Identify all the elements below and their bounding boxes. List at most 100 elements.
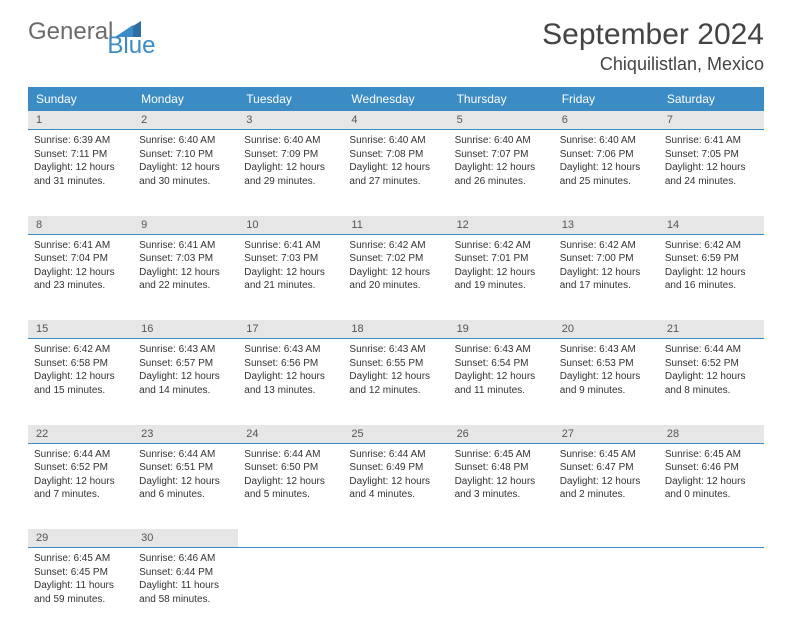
month-title: September 2024: [542, 18, 764, 52]
day-cell: Sunrise: 6:43 AMSunset: 6:53 PMDaylight:…: [554, 339, 659, 425]
sunrise-line: Sunrise: 6:43 AM: [244, 343, 337, 357]
daynum-row: 1234567: [28, 111, 764, 130]
d2-line: and 11 minutes.: [455, 384, 548, 398]
day-cell: Sunrise: 6:40 AMSunset: 7:07 PMDaylight:…: [449, 130, 554, 216]
sunset-line: Sunset: 6:52 PM: [34, 461, 127, 475]
d2-line: and 27 minutes.: [349, 175, 442, 189]
day-number: 28: [659, 425, 764, 444]
sunset-line: Sunset: 7:08 PM: [349, 148, 442, 162]
day-number: 11: [343, 216, 448, 235]
day-cell: [449, 548, 554, 634]
sunset-line: Sunset: 6:53 PM: [560, 357, 653, 371]
d2-line: and 16 minutes.: [665, 279, 758, 293]
d1-line: Daylight: 12 hours: [560, 266, 653, 280]
sunrise-line: Sunrise: 6:39 AM: [34, 134, 127, 148]
d2-line: and 29 minutes.: [244, 175, 337, 189]
day-cell: Sunrise: 6:40 AMSunset: 7:08 PMDaylight:…: [343, 130, 448, 216]
d2-line: and 23 minutes.: [34, 279, 127, 293]
d2-line: and 4 minutes.: [349, 488, 442, 502]
d2-line: and 8 minutes.: [665, 384, 758, 398]
sunset-line: Sunset: 6:59 PM: [665, 252, 758, 266]
d2-line: and 59 minutes.: [34, 593, 127, 607]
sunset-line: Sunset: 7:01 PM: [455, 252, 548, 266]
day-number: 12: [449, 216, 554, 235]
d1-line: Daylight: 12 hours: [560, 475, 653, 489]
day-number: [659, 529, 764, 548]
day-number: 15: [28, 320, 133, 339]
d1-line: Daylight: 12 hours: [560, 370, 653, 384]
sunset-line: Sunset: 7:11 PM: [34, 148, 127, 162]
sunrise-line: Sunrise: 6:43 AM: [455, 343, 548, 357]
day-number: 21: [659, 320, 764, 339]
d1-line: Daylight: 12 hours: [34, 161, 127, 175]
daynum-row: 891011121314: [28, 216, 764, 235]
sunrise-line: Sunrise: 6:43 AM: [139, 343, 232, 357]
d1-line: Daylight: 12 hours: [665, 475, 758, 489]
d2-line: and 19 minutes.: [455, 279, 548, 293]
d1-line: Daylight: 12 hours: [34, 475, 127, 489]
d2-line: and 26 minutes.: [455, 175, 548, 189]
dow-saturday: Saturday: [659, 87, 764, 111]
dow-monday: Monday: [133, 87, 238, 111]
d2-line: and 5 minutes.: [244, 488, 337, 502]
day-number: 16: [133, 320, 238, 339]
day-number: 3: [238, 111, 343, 130]
day-number: 26: [449, 425, 554, 444]
day-cell: Sunrise: 6:39 AMSunset: 7:11 PMDaylight:…: [28, 130, 133, 216]
sunrise-line: Sunrise: 6:43 AM: [349, 343, 442, 357]
day-number: 9: [133, 216, 238, 235]
dow-wednesday: Wednesday: [343, 87, 448, 111]
sunrise-line: Sunrise: 6:42 AM: [665, 239, 758, 253]
day-cell: [554, 548, 659, 634]
d1-line: Daylight: 12 hours: [665, 266, 758, 280]
d1-line: Daylight: 12 hours: [139, 370, 232, 384]
week-row: Sunrise: 6:42 AMSunset: 6:58 PMDaylight:…: [28, 339, 764, 425]
day-number: 27: [554, 425, 659, 444]
d2-line: and 15 minutes.: [34, 384, 127, 398]
day-cell: Sunrise: 6:44 AMSunset: 6:52 PMDaylight:…: [659, 339, 764, 425]
day-number: [238, 529, 343, 548]
dow-row: Sunday Monday Tuesday Wednesday Thursday…: [28, 87, 764, 111]
sunrise-line: Sunrise: 6:40 AM: [560, 134, 653, 148]
sunset-line: Sunset: 7:10 PM: [139, 148, 232, 162]
d1-line: Daylight: 12 hours: [139, 266, 232, 280]
day-cell: Sunrise: 6:42 AMSunset: 7:01 PMDaylight:…: [449, 234, 554, 320]
d1-line: Daylight: 12 hours: [349, 266, 442, 280]
day-cell: Sunrise: 6:41 AMSunset: 7:04 PMDaylight:…: [28, 234, 133, 320]
day-number: 4: [343, 111, 448, 130]
day-cell: Sunrise: 6:46 AMSunset: 6:44 PMDaylight:…: [133, 548, 238, 634]
d1-line: Daylight: 12 hours: [34, 266, 127, 280]
page-header: General Blue September 2024 Chiquilistla…: [28, 18, 764, 75]
d1-line: Daylight: 12 hours: [244, 370, 337, 384]
sunrise-line: Sunrise: 6:42 AM: [455, 239, 548, 253]
day-number: 10: [238, 216, 343, 235]
d2-line: and 3 minutes.: [455, 488, 548, 502]
sunrise-line: Sunrise: 6:46 AM: [139, 552, 232, 566]
day-cell: Sunrise: 6:41 AMSunset: 7:03 PMDaylight:…: [238, 234, 343, 320]
d2-line: and 21 minutes.: [244, 279, 337, 293]
d1-line: Daylight: 12 hours: [244, 475, 337, 489]
sunset-line: Sunset: 6:50 PM: [244, 461, 337, 475]
sunset-line: Sunset: 7:02 PM: [349, 252, 442, 266]
sunset-line: Sunset: 6:57 PM: [139, 357, 232, 371]
location: Chiquilistlan, Mexico: [542, 54, 764, 75]
sunrise-line: Sunrise: 6:44 AM: [349, 448, 442, 462]
d1-line: Daylight: 12 hours: [455, 266, 548, 280]
daynum-row: 22232425262728: [28, 425, 764, 444]
d2-line: and 14 minutes.: [139, 384, 232, 398]
day-cell: Sunrise: 6:40 AMSunset: 7:06 PMDaylight:…: [554, 130, 659, 216]
week-row: Sunrise: 6:44 AMSunset: 6:52 PMDaylight:…: [28, 443, 764, 529]
sunset-line: Sunset: 6:56 PM: [244, 357, 337, 371]
d2-line: and 2 minutes.: [560, 488, 653, 502]
sunset-line: Sunset: 6:44 PM: [139, 566, 232, 580]
d2-line: and 58 minutes.: [139, 593, 232, 607]
sunset-line: Sunset: 7:09 PM: [244, 148, 337, 162]
d1-line: Daylight: 12 hours: [349, 161, 442, 175]
day-number: 30: [133, 529, 238, 548]
d1-line: Daylight: 12 hours: [665, 161, 758, 175]
sunset-line: Sunset: 6:58 PM: [34, 357, 127, 371]
d2-line: and 20 minutes.: [349, 279, 442, 293]
d2-line: and 22 minutes.: [139, 279, 232, 293]
sunrise-line: Sunrise: 6:44 AM: [34, 448, 127, 462]
day-cell: Sunrise: 6:41 AMSunset: 7:03 PMDaylight:…: [133, 234, 238, 320]
